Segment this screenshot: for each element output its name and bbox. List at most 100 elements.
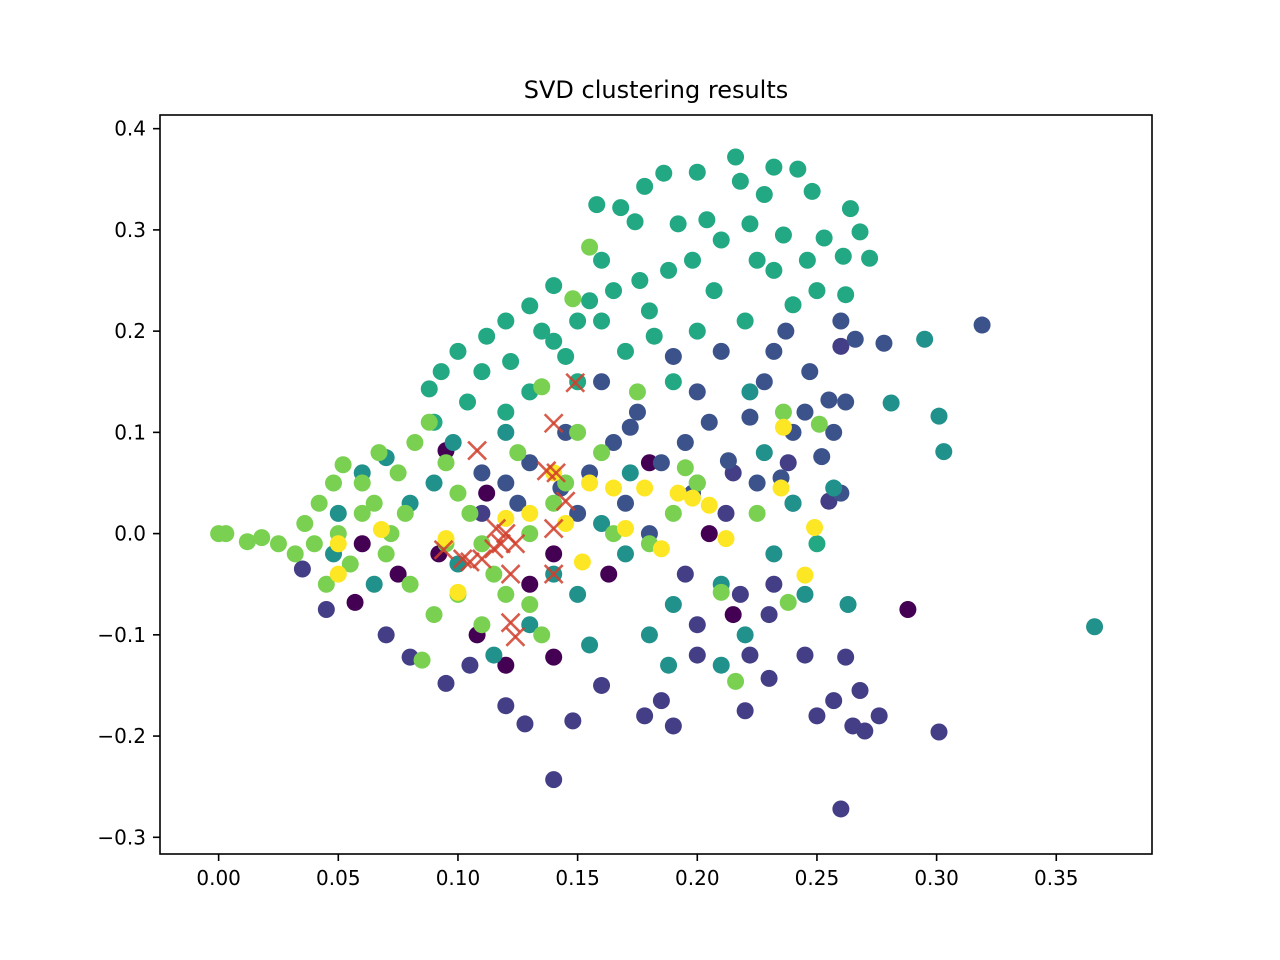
data-point-cluster-5	[334, 456, 352, 474]
data-point-cluster-5	[310, 494, 328, 512]
data-point-cluster-5	[425, 606, 443, 624]
data-point-cluster-5	[676, 459, 694, 477]
data-point-cluster-5	[509, 444, 527, 462]
data-point-cluster-6	[573, 553, 591, 571]
data-point-cluster-5	[253, 529, 271, 547]
data-point-cluster-5	[449, 484, 467, 502]
data-point-cluster-4	[861, 249, 879, 267]
data-point-cluster-2	[973, 316, 991, 334]
data-point-cluster-1	[652, 692, 670, 710]
data-point-cluster-4	[688, 322, 706, 340]
data-point-cluster-4	[851, 223, 869, 241]
data-point-cluster-5	[238, 533, 256, 551]
data-point-cluster-3	[755, 444, 773, 462]
data-point-cluster-5	[325, 474, 343, 492]
data-point-cluster-1	[930, 723, 948, 741]
data-point-cluster-3	[741, 383, 759, 401]
data-point-cluster-4	[765, 158, 783, 176]
data-point-cluster-1	[832, 337, 850, 355]
data-point-cluster-4	[497, 403, 515, 421]
data-point-cluster-5	[664, 504, 682, 522]
data-point-cluster-4	[655, 164, 673, 182]
centroid-marker	[486, 518, 507, 539]
data-point-cluster-3	[712, 656, 730, 674]
data-point-cluster-3	[930, 407, 948, 425]
data-point-cluster-4	[815, 229, 833, 247]
data-point-cluster-2	[509, 494, 527, 512]
data-point-cluster-1	[293, 560, 311, 578]
data-point-cluster-3	[736, 626, 754, 644]
data-point-cluster-2	[765, 342, 783, 360]
data-point-cluster-6	[806, 519, 824, 537]
data-point-cluster-4	[497, 312, 515, 330]
data-point-cluster-3	[497, 423, 515, 441]
data-point-cluster-1	[664, 717, 682, 735]
data-point-cluster-4	[605, 282, 623, 300]
data-point-cluster-5	[217, 525, 235, 543]
data-point-cluster-4	[698, 211, 716, 229]
x-tick-label: 0.05	[316, 866, 361, 890]
data-point-cluster-1	[856, 722, 874, 740]
data-point-cluster-0	[389, 565, 407, 583]
data-point-cluster-6	[329, 535, 347, 553]
data-point-cluster-5	[353, 504, 371, 522]
data-point-cluster-5	[420, 413, 438, 431]
data-point-cluster-3	[616, 545, 634, 563]
data-point-cluster-4	[755, 185, 773, 203]
data-point-cluster-2	[801, 363, 819, 381]
data-point-cluster-1	[688, 646, 706, 664]
data-point-cluster-6	[616, 520, 634, 538]
data-point-cluster-5	[712, 583, 730, 601]
data-point-cluster-4	[803, 182, 821, 200]
data-point-cluster-0	[478, 484, 496, 502]
data-point-cluster-1	[473, 504, 491, 522]
data-point-cluster-2	[652, 454, 670, 472]
data-point-cluster-4	[478, 327, 496, 345]
data-point-cluster-5	[413, 651, 431, 669]
data-point-cluster-3	[825, 479, 843, 497]
data-point-cluster-0	[724, 606, 742, 624]
data-point-cluster-6	[683, 489, 701, 507]
data-point-cluster-5	[593, 444, 611, 462]
data-point-cluster-6	[717, 530, 735, 548]
y-tick-label: −0.1	[97, 623, 146, 647]
data-point-cluster-3	[521, 616, 539, 634]
data-point-cluster-5	[401, 575, 419, 593]
data-point-cluster-3	[329, 504, 347, 522]
data-point-cluster-1	[497, 697, 515, 715]
data-point-cluster-3	[485, 646, 503, 664]
data-point-cluster-2	[557, 423, 575, 441]
data-point-cluster-4	[834, 247, 852, 265]
data-point-cluster-5	[581, 238, 599, 256]
x-tick-label: 0.20	[675, 866, 720, 890]
data-point-cluster-3	[839, 595, 857, 613]
scatter-points	[210, 148, 1104, 818]
data-point-cluster-3	[916, 330, 934, 348]
data-point-cluster-2	[741, 408, 759, 426]
data-point-cluster-1	[736, 702, 754, 720]
data-point-cluster-3	[765, 545, 783, 563]
data-point-cluster-5	[461, 504, 479, 522]
data-point-cluster-5	[365, 494, 383, 512]
data-point-cluster-6	[700, 496, 718, 514]
data-point-cluster-4	[736, 312, 754, 330]
data-point-cluster-0	[521, 575, 539, 593]
centroid-marker	[505, 533, 526, 554]
data-point-cluster-4	[545, 332, 563, 350]
data-point-cluster-1	[760, 606, 778, 624]
centroid-marker	[543, 564, 564, 585]
data-point-cluster-4	[569, 312, 587, 330]
data-point-cluster-6	[329, 565, 347, 583]
data-point-cluster-4	[660, 261, 678, 279]
x-tick-label: 0.00	[196, 866, 241, 890]
data-point-cluster-4	[432, 363, 450, 381]
data-point-cluster-6	[581, 474, 599, 492]
data-point-cluster-5	[406, 433, 424, 451]
x-tick-label: 0.25	[795, 866, 840, 890]
data-point-cluster-1	[820, 492, 838, 510]
data-point-cluster-2	[521, 454, 539, 472]
y-tick-label: 0.3	[114, 218, 146, 242]
centroid-marker	[543, 518, 564, 539]
data-point-cluster-5	[533, 626, 551, 644]
